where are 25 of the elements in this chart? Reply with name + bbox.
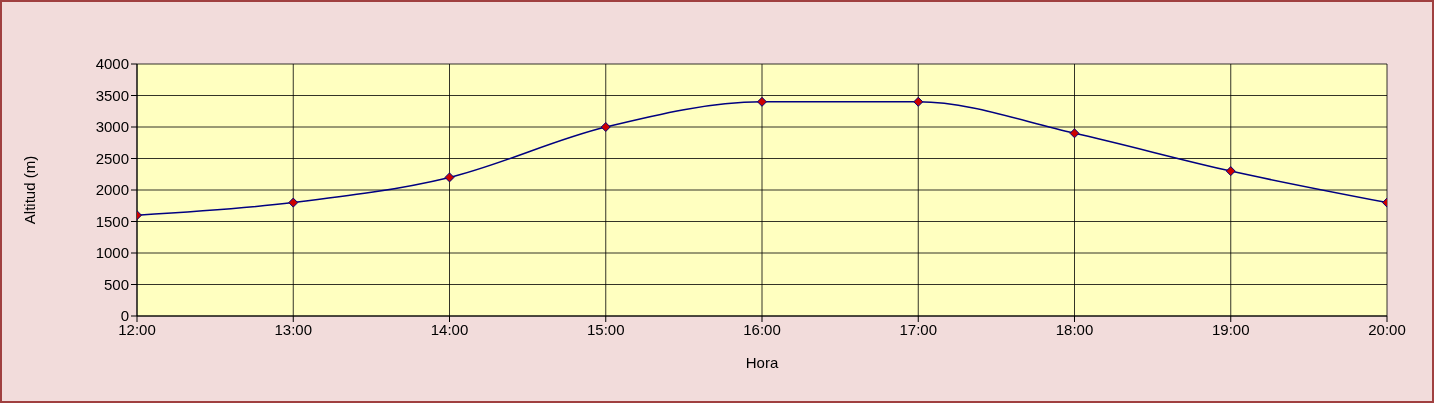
x-tick-label: 18:00 (1055, 320, 1094, 338)
y-tick-label: 1500 (95, 212, 129, 230)
y-tick-label: 4000 (95, 55, 129, 73)
x-axis-title: Hora (745, 354, 779, 371)
x-tick-label: 20:00 (1368, 320, 1406, 338)
point (1225, 166, 1236, 177)
y-tick-label: 2000 (95, 181, 129, 199)
y-tick-label: 3500 (95, 86, 129, 104)
point (1069, 128, 1080, 139)
x-tick-label: 19:00 (1211, 320, 1250, 338)
y-tick-label: 1000 (95, 244, 129, 262)
point (288, 197, 299, 208)
x-tick-label: 17:00 (899, 320, 938, 338)
y-tick-label: 2500 (95, 149, 129, 167)
x-tick-label: 16:00 (743, 320, 781, 338)
y-axis-title: Altitud (m) (21, 155, 39, 225)
x-tick-label: 15:00 (586, 320, 625, 338)
x-tick-label: 13:00 (274, 320, 313, 338)
point (913, 96, 924, 107)
y-tick-label: 3000 (95, 118, 129, 136)
y-tick-label: 500 (103, 275, 129, 293)
point (757, 96, 767, 107)
point (600, 122, 611, 132)
x-tick-label: 14:00 (430, 320, 469, 338)
point (444, 172, 455, 183)
